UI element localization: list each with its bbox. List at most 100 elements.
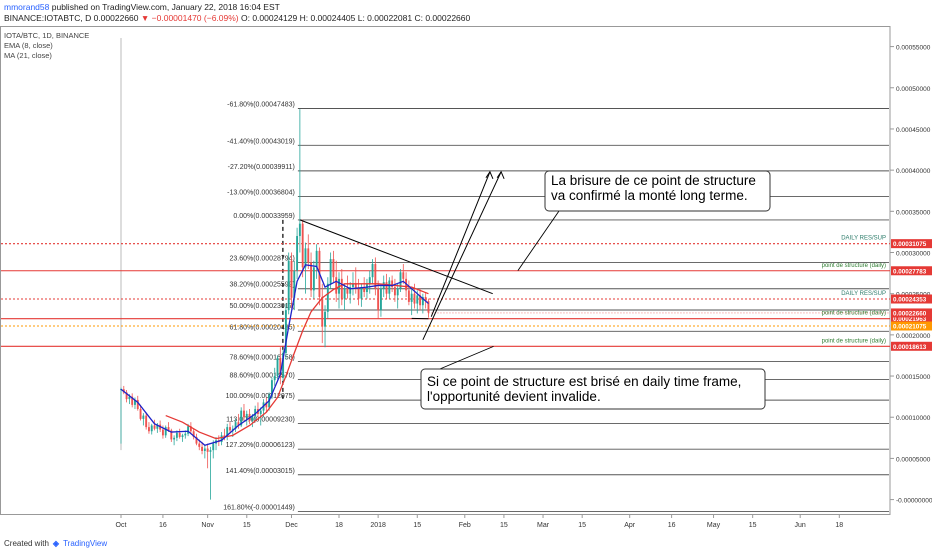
- x-tick-label: Dec: [285, 522, 298, 529]
- x-tick-label: 15: [578, 522, 586, 529]
- publish-text: published on TradingView.com, January 22…: [51, 2, 280, 12]
- candle-body: [416, 295, 419, 304]
- candle-body: [407, 290, 410, 302]
- fib-level-label: -13.00%(0.00036804): [227, 189, 295, 196]
- candle-body: [259, 410, 262, 414]
- candle-body: [399, 272, 402, 289]
- y-tick-label: 0.00035000: [896, 209, 931, 216]
- indicator-legend: IOTA/BTC, 1D, BINANCE EMA (8, close) MA …: [4, 31, 89, 61]
- level-label: point de structure (daily): [822, 263, 886, 269]
- candle-body: [391, 280, 394, 288]
- candle-body: [145, 415, 148, 428]
- candle-body: [223, 435, 226, 437]
- x-tick-label: 15: [500, 522, 508, 529]
- level-label: DAILY RES/SUP: [841, 236, 886, 242]
- x-tick-label: 15: [243, 522, 251, 529]
- price-tag-text: 0.00031075: [893, 241, 927, 248]
- last-value: 0.00022660: [93, 13, 139, 23]
- candle-body: [279, 357, 282, 378]
- candle-body: [136, 399, 139, 409]
- candle-body: [148, 427, 150, 432]
- candle-body: [234, 422, 237, 429]
- candle-body: [427, 301, 430, 313]
- chart-frame[interactable]: 0.00055000 0.00050000 0.00045000 0.00040000…: [0, 26, 932, 538]
- candle-body: [251, 416, 254, 421]
- y-tick-label: 0.00045000: [896, 127, 931, 134]
- candle-body: [357, 288, 360, 299]
- x-tick-label: 15: [413, 522, 421, 529]
- candle-body: [237, 422, 240, 426]
- change-value: ▼ −0.00001470 (−6.09%): [140, 13, 239, 23]
- last-price-tag: 0.00022660: [893, 310, 927, 317]
- y-tick-label: -0.00000000: [896, 498, 932, 505]
- candle-body: [332, 259, 335, 278]
- arrow-head: [496, 170, 505, 179]
- candle-body: [203, 448, 206, 451]
- x-tick-label: 2018: [370, 522, 386, 529]
- x-tick-label: Jun: [795, 522, 806, 529]
- fib-level-label: 100.00%(0.00012075): [226, 393, 295, 400]
- x-tick-label: 16: [668, 522, 676, 529]
- legend-ema[interactable]: EMA (8, close): [4, 41, 53, 50]
- candle-body: [201, 446, 204, 451]
- annotation-break-pointer: [517, 210, 560, 271]
- candle-body: [298, 223, 301, 237]
- y-tick-label: 0.00055000: [896, 45, 931, 52]
- candle-body: [243, 410, 245, 418]
- candle-body: [273, 376, 276, 381]
- candle-body: [206, 448, 209, 452]
- candle-body: [371, 264, 374, 278]
- candle-body: [368, 277, 371, 284]
- tradingview-brand[interactable]: TradingView: [63, 539, 108, 548]
- fib-level-label: 50.00%(0.00023017): [229, 303, 294, 310]
- x-tick-label: Mar: [537, 522, 550, 529]
- fib-level-label: 127.20%(0.00006123): [226, 442, 295, 449]
- candle-body: [388, 280, 391, 294]
- annotation-invalid-box: [420, 368, 766, 410]
- level-label: point de structure (daily): [822, 311, 886, 317]
- candle-body: [290, 260, 293, 298]
- price-tag-text: 0.00021075: [893, 324, 927, 331]
- candle-body: [377, 288, 380, 311]
- candle-body: [134, 399, 136, 405]
- trendline-upper: [299, 219, 493, 295]
- ema8-line: [120, 264, 429, 446]
- level-label: point de structure (daily): [822, 338, 886, 344]
- candle-body: [195, 436, 198, 444]
- candle-body: [181, 435, 184, 437]
- candle-body: [139, 408, 142, 419]
- fib-level-label: 23.60%(0.00028794): [229, 255, 294, 262]
- price-tag-bg: [891, 266, 932, 276]
- candle-body: [212, 443, 215, 451]
- legend-ma[interactable]: MA (21, close): [4, 51, 52, 60]
- annotation-break-box: [544, 170, 771, 212]
- candle-body: [335, 277, 338, 294]
- candle-body: [326, 283, 329, 312]
- candle-body: [293, 270, 296, 298]
- price-tag-text: 0.00024353: [893, 297, 927, 304]
- price-tag-bg: [891, 321, 932, 331]
- y-tick-label: 0.00010000: [896, 415, 931, 422]
- candle-body: [307, 248, 310, 263]
- candle-body: [346, 288, 349, 294]
- created-with-label: Created with: [4, 539, 49, 548]
- x-tick-label: 18: [335, 522, 343, 529]
- candle-body: [282, 352, 285, 378]
- x-tick-label: Oct: [116, 522, 127, 529]
- y-tick-label: 0.00020000: [896, 333, 931, 340]
- annotation-invalid-text: Si ce point de structure est brisé en da…: [427, 374, 741, 389]
- symbol-label: BINANCE:IOTABTC, D: [4, 13, 92, 23]
- x-tick-label: 16: [159, 522, 167, 529]
- candle-body: [393, 287, 396, 296]
- x-tick-label: May: [707, 522, 721, 529]
- candle-body: [150, 425, 153, 432]
- tradingview-logo-icon: ◈: [52, 539, 60, 548]
- fib-level-label: 0.00%(0.00033959): [233, 213, 295, 220]
- author-link[interactable]: mmorand58: [4, 2, 50, 12]
- price-chart[interactable]: 0.00055000 0.00050000 0.00045000 0.00040000…: [0, 26, 932, 538]
- candle-body: [170, 430, 173, 440]
- candle-body: [125, 392, 128, 400]
- price-tag-bg: [891, 294, 932, 304]
- candle-body: [270, 380, 273, 395]
- y-tick-label: 0.00030000: [896, 250, 931, 257]
